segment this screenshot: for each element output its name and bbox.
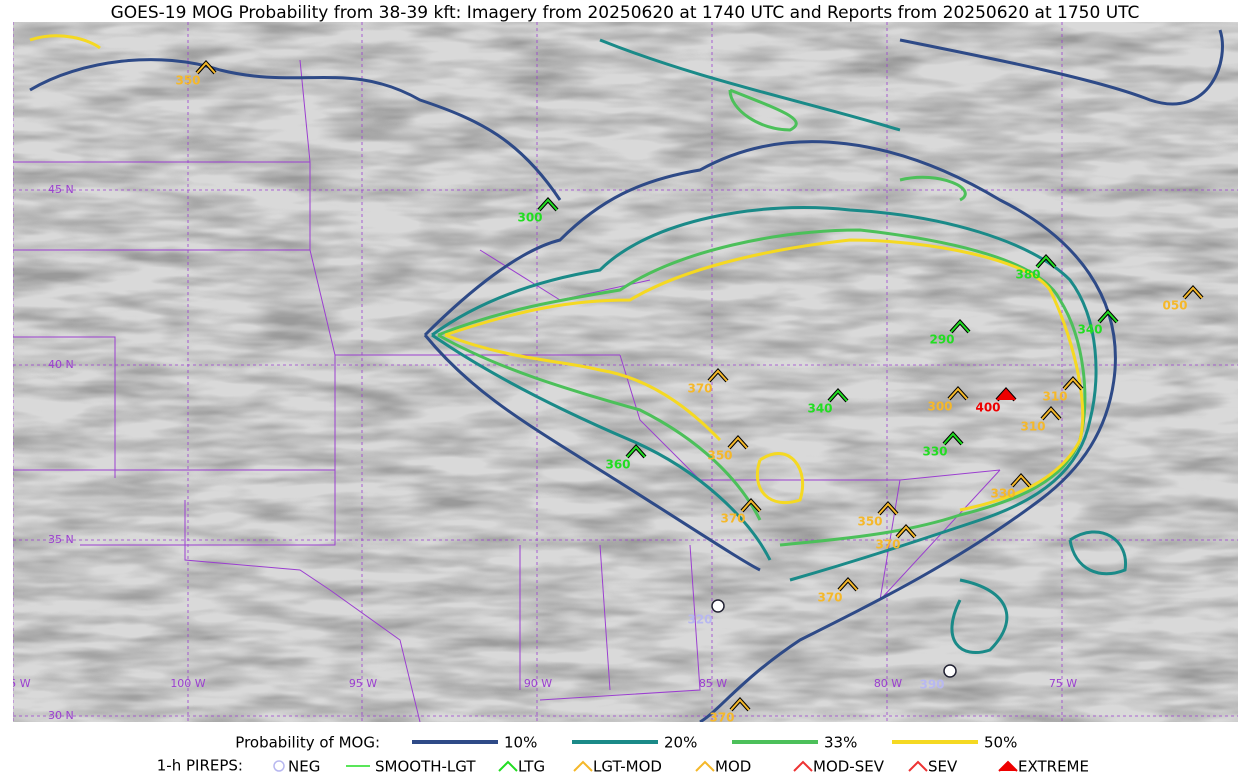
- report-level: 400: [975, 401, 1000, 415]
- report-icon: [950, 320, 970, 333]
- longitude-label: 95 W: [349, 677, 377, 690]
- longitude-label: 75 W: [1049, 677, 1077, 690]
- legend-icon: [908, 760, 928, 772]
- report-icon: [626, 445, 646, 458]
- report-level: 390: [919, 678, 944, 692]
- legend-title: Probability of MOG:: [235, 734, 380, 752]
- legend-label: LTG: [518, 758, 545, 776]
- report-icon: [943, 432, 963, 445]
- report-level: 050: [1162, 299, 1187, 313]
- legend-label: 10%: [504, 734, 537, 752]
- report-level: 370: [720, 512, 745, 526]
- report-level: 350: [175, 74, 200, 88]
- report-level: 370: [875, 538, 900, 552]
- report-icon: [1098, 310, 1118, 323]
- legend-title: 1-h PIREPS:: [157, 757, 243, 775]
- longitude-label: 105 W: [0, 677, 31, 690]
- legend-icon: [695, 760, 715, 772]
- report-icon: [878, 502, 898, 515]
- legend-label: NEG: [288, 758, 320, 776]
- report-icon: [1041, 407, 1061, 420]
- report-level: 320: [687, 613, 712, 627]
- legend-icon: [793, 760, 813, 772]
- report-level: 370: [709, 711, 734, 725]
- report-icon: [996, 388, 1016, 401]
- report-level: 340: [1077, 323, 1102, 337]
- report-level: 330: [990, 487, 1015, 501]
- latitude-label: 40 N: [48, 358, 74, 371]
- legend-label: EXTREME: [1018, 758, 1089, 776]
- report-level: 370: [687, 382, 712, 396]
- report-icon: [1036, 255, 1056, 268]
- report-icon: [838, 578, 858, 591]
- report-level: 340: [807, 402, 832, 416]
- legend-label: 50%: [984, 734, 1017, 752]
- report-level: 350: [707, 449, 732, 463]
- legend-label: 20%: [664, 734, 697, 752]
- report-icon: [1183, 286, 1203, 299]
- legend-icon: [573, 760, 593, 772]
- title: GOES-19 MOG Probability from 38-39 kft: …: [111, 3, 1140, 23]
- report-icon: [730, 698, 750, 711]
- report-level: 360: [605, 458, 630, 472]
- report-icon: [1063, 377, 1083, 390]
- legend-label: SEV: [928, 758, 958, 776]
- longitude-label: 100 W: [170, 677, 205, 690]
- latitude-label: 30 N: [48, 709, 74, 722]
- report-icon: [711, 599, 725, 613]
- report-level: 370: [817, 591, 842, 605]
- report-icon: [538, 198, 558, 211]
- longitude-label: 80 W: [874, 677, 902, 690]
- report-level: 290: [929, 333, 954, 347]
- report-level: 300: [927, 400, 952, 414]
- legend-label: MOD-SEV: [813, 758, 885, 776]
- longitude-label: 90 W: [524, 677, 552, 690]
- report-level: 350: [857, 515, 882, 529]
- legend-label: 33%: [824, 734, 857, 752]
- report-level: 300: [517, 211, 542, 225]
- legend-label: LGT-MOD: [593, 758, 662, 776]
- geo-labels: 45 N 40 N 35 N 30 N 105 W 100 W 95 W 90 W 85 W 80…: [0, 183, 1077, 722]
- report-icon: [708, 369, 728, 382]
- graticule: [13, 22, 1238, 722]
- latitude-label: 45 N: [48, 183, 74, 196]
- report-level: 310: [1042, 390, 1067, 404]
- report-icon: [948, 387, 968, 400]
- report-icon: [196, 61, 216, 74]
- legend: Probability of MOG: 10% 20% 33% 50% 1-h PIREP…: [157, 734, 1089, 776]
- report-level: 380: [1015, 268, 1040, 282]
- report-icon: [896, 525, 916, 538]
- longitude-label: 85 W: [699, 677, 727, 690]
- legend-label: SMOOTH-LGT: [375, 758, 476, 776]
- legend-icon: [273, 760, 285, 772]
- report-icon: [728, 436, 748, 449]
- map: 350 300 380 050 340 290 370 340 300 310 310 330 360 3…: [0, 22, 1238, 725]
- report-icon: [943, 664, 957, 678]
- report-level: 330: [922, 445, 947, 459]
- report-icon: [1011, 474, 1031, 487]
- report-icon: [741, 499, 761, 512]
- latitude-label: 35 N: [48, 533, 74, 546]
- report-icon: [828, 389, 848, 402]
- legend-icon: [498, 760, 518, 772]
- legend-icon: [998, 760, 1018, 772]
- report-level: 310: [1020, 420, 1045, 434]
- reports: 350 300 380 050 340 290 370 340 300 310 310 330 360 3…: [175, 60, 1204, 725]
- legend-label: MOD: [715, 758, 751, 776]
